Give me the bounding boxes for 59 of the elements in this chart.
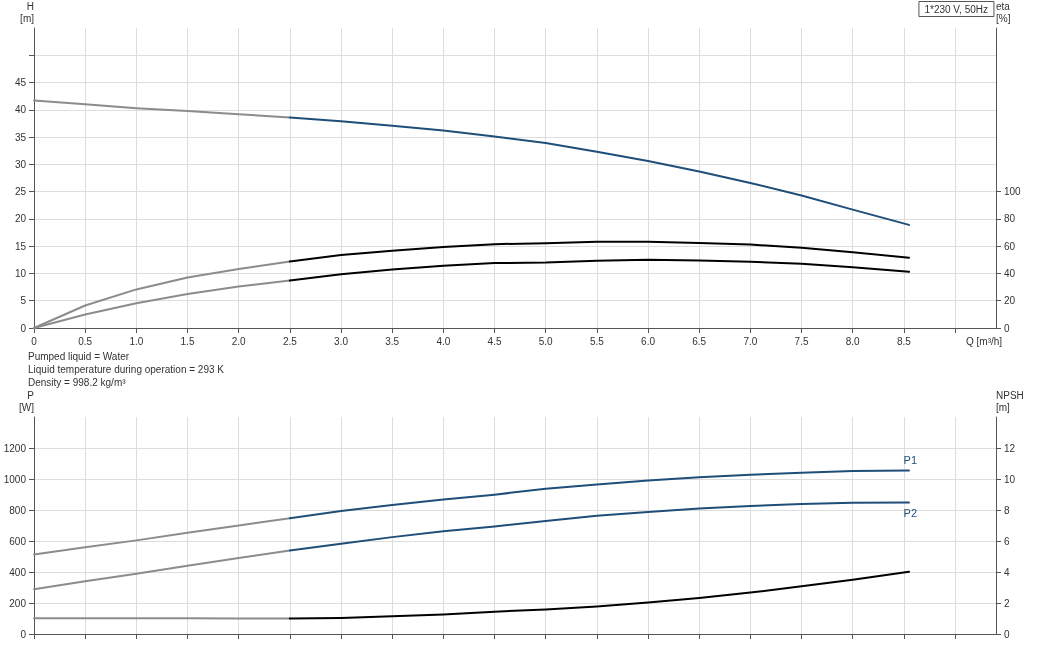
x-tick-label: 3.5 — [385, 335, 400, 347]
y2-tick-label: 6 — [1004, 535, 1010, 547]
x-tick-label: 0 — [31, 335, 38, 347]
series-label: P1 — [903, 454, 918, 467]
y2-tick-label: 8 — [1004, 504, 1010, 516]
y-tick-label: 0 — [20, 628, 27, 640]
x-tick-label: 5.0 — [538, 335, 554, 347]
x-tick-label: 1.5 — [180, 335, 195, 347]
x-tick-label: 6.0 — [641, 335, 656, 347]
y-tick-label: 400 — [9, 566, 27, 578]
x-tick-label: 7.0 — [743, 335, 758, 347]
y2-tick-label: 40 — [1004, 267, 1016, 279]
y2-tick-label: 2 — [1004, 597, 1010, 609]
y2-tick-label: 80 — [1004, 213, 1016, 225]
x-tick-label: 2.5 — [282, 335, 298, 347]
x-tick-label: 8.0 — [845, 335, 861, 347]
y2-tick-label: 0 — [1004, 628, 1010, 640]
x-tick-label: 0.5 — [78, 335, 93, 347]
y-tick-label: 10 — [14, 267, 27, 279]
y-tick-label: 0 — [20, 322, 27, 334]
y-tick-label: 20 — [14, 213, 27, 225]
x-tick-label: 2.0 — [231, 335, 247, 347]
x-tick-label: 4.5 — [487, 335, 502, 347]
y-tick-label: 1200 — [3, 442, 27, 454]
x-axis-title: Q [m³/h] — [966, 335, 1003, 347]
y2-tick-label: 4 — [1004, 566, 1010, 578]
x-tick-label: 5.5 — [589, 335, 605, 347]
y-tick-label: 800 — [9, 504, 27, 516]
y2-tick-label: 60 — [1004, 240, 1016, 252]
y-tick-label: 15 — [14, 240, 27, 252]
y2-axis-title: eta [%] — [996, 0, 1011, 24]
y-tick-label: 600 — [9, 535, 27, 547]
y2-axis-title: NPSH [m] — [996, 389, 1024, 413]
text: Density = 998.2 kg/m³ — [28, 376, 127, 389]
x-tick-label: 6.5 — [692, 335, 707, 347]
y2-tick-label: 0 — [1004, 322, 1010, 334]
y-tick-label: 1000 — [3, 473, 27, 485]
y-tick-label: 30 — [14, 158, 27, 170]
text: Pumped liquid = Water — [28, 350, 131, 363]
y-axis-title: H [m] — [20, 0, 35, 24]
y-tick-label: 5 — [20, 295, 27, 307]
text: Liquid temperature during operation = 293 K — [28, 363, 225, 376]
y-tick-label: 45 — [14, 77, 27, 89]
x-tick-label: 1.0 — [129, 335, 144, 347]
y-tick-label: 200 — [9, 597, 27, 609]
y-tick-label: 35 — [14, 131, 27, 143]
chart-title: 1*230 V, 50Hz — [924, 3, 989, 15]
x-tick-label: 3.0 — [334, 335, 349, 347]
series-label: P2 — [903, 506, 918, 519]
x-tick-label: 8.5 — [896, 335, 912, 347]
y2-tick-label: 12 — [1004, 442, 1016, 454]
y2-tick-label: 100 — [1004, 186, 1022, 198]
y-axis-title: P [W] — [19, 389, 35, 413]
y2-tick-label: 20 — [1004, 295, 1016, 307]
x-tick-label: 7.5 — [794, 335, 809, 347]
y2-tick-label: 10 — [1004, 473, 1016, 485]
y-tick-label: 40 — [14, 104, 27, 116]
y-tick-label: 25 — [14, 186, 27, 198]
x-tick-label: 4.0 — [436, 335, 451, 347]
